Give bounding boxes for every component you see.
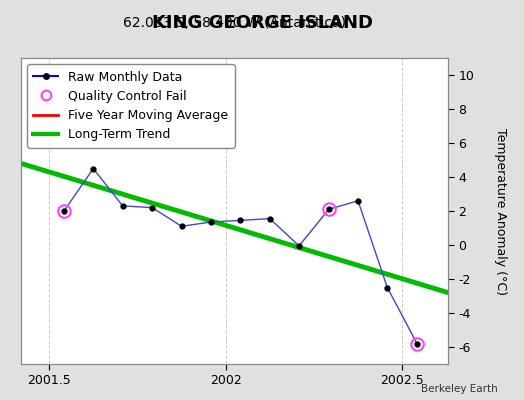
Raw Monthly Data [355, 198, 361, 203]
Raw Monthly Data [267, 216, 273, 221]
Raw Monthly Data [384, 285, 390, 290]
Title: 62.083 S, 58.400 W (Antarctica): 62.083 S, 58.400 W (Antarctica) [123, 16, 346, 30]
Raw Monthly Data [414, 341, 420, 346]
Text: Berkeley Earth: Berkeley Earth [421, 384, 498, 394]
Quality Control Fail [61, 209, 67, 214]
Raw Monthly Data [208, 220, 214, 224]
Raw Monthly Data [296, 244, 302, 248]
Raw Monthly Data [149, 205, 156, 210]
Raw Monthly Data [237, 218, 244, 223]
Y-axis label: Temperature Anomaly (°C): Temperature Anomaly (°C) [494, 128, 507, 294]
Raw Monthly Data [119, 204, 126, 208]
Line: Quality Control Fail: Quality Control Fail [58, 203, 423, 350]
Raw Monthly Data [325, 207, 332, 212]
Raw Monthly Data [178, 224, 184, 229]
Quality Control Fail [325, 207, 332, 212]
Raw Monthly Data [90, 166, 96, 171]
Raw Monthly Data [61, 209, 67, 214]
Text: KING GEORGE ISLAND: KING GEORGE ISLAND [151, 14, 373, 32]
Legend: Raw Monthly Data, Quality Control Fail, Five Year Moving Average, Long-Term Tren: Raw Monthly Data, Quality Control Fail, … [27, 64, 235, 148]
Quality Control Fail [414, 341, 420, 346]
Line: Raw Monthly Data: Raw Monthly Data [62, 166, 419, 346]
